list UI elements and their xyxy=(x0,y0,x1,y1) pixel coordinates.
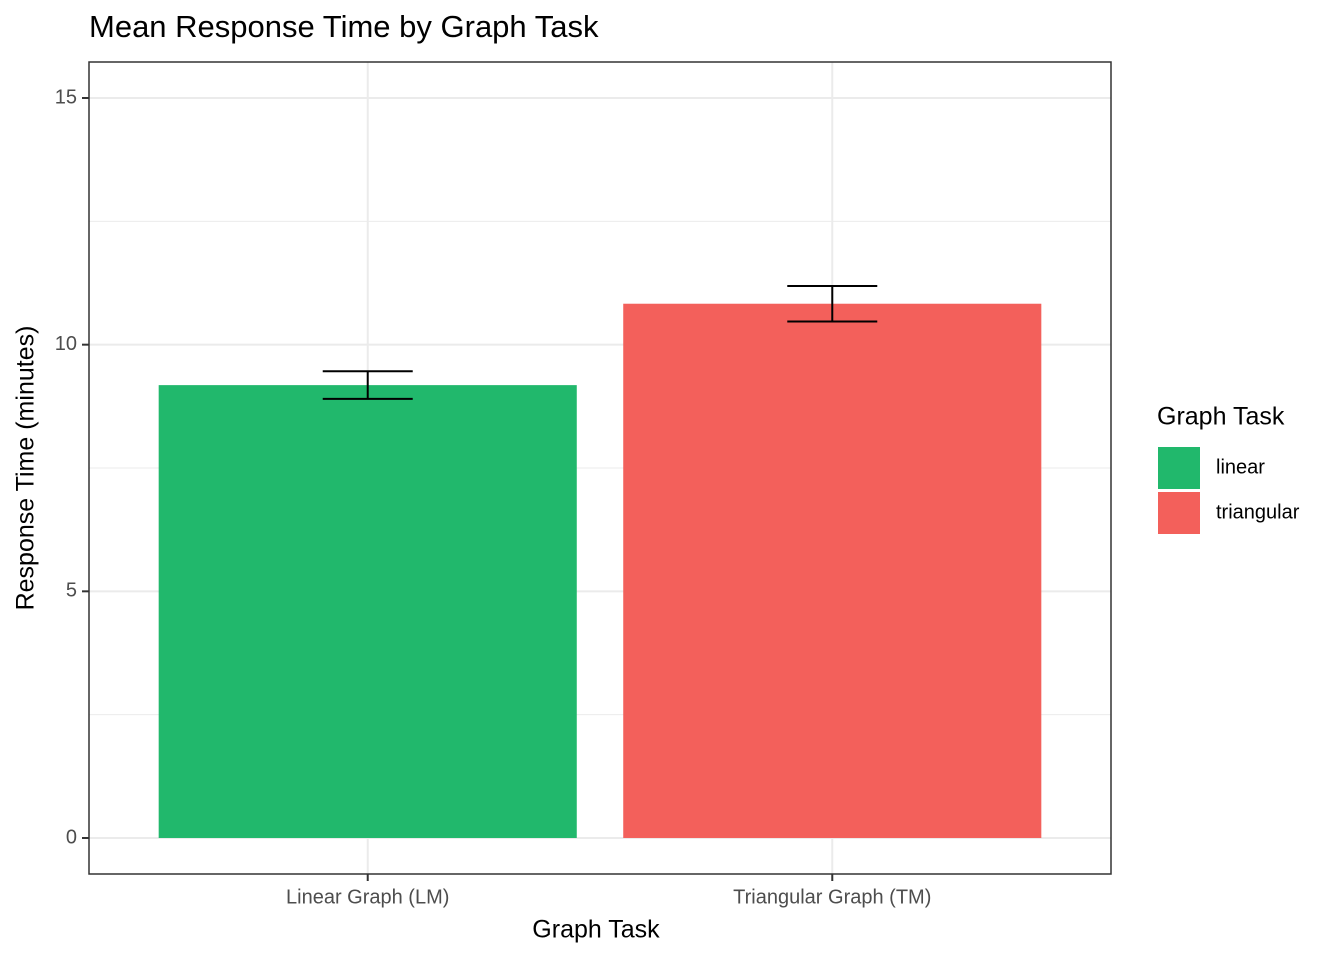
x-tick-label: Triangular Graph (TM) xyxy=(733,886,931,908)
y-tick-label: 0 xyxy=(66,826,77,848)
x-axis-title: Graph Task xyxy=(532,916,660,944)
legend-label: triangular xyxy=(1216,501,1300,523)
bar xyxy=(623,303,1042,838)
y-tick-label: 10 xyxy=(55,333,77,355)
y-axis-title: Response Time (minutes) xyxy=(12,326,40,611)
x-tick-label: Linear Graph (LM) xyxy=(286,886,449,908)
chart-title: Mean Response Time by Graph Task xyxy=(89,9,599,44)
legend-key xyxy=(1158,447,1200,489)
panel-border xyxy=(88,61,1112,875)
bar xyxy=(158,385,577,838)
legend-label: linear xyxy=(1216,456,1265,478)
y-tick-label: 15 xyxy=(55,86,77,108)
y-tick-label: 5 xyxy=(66,580,77,602)
legend-key xyxy=(1158,492,1200,534)
legend-title: Graph Task xyxy=(1157,403,1285,431)
